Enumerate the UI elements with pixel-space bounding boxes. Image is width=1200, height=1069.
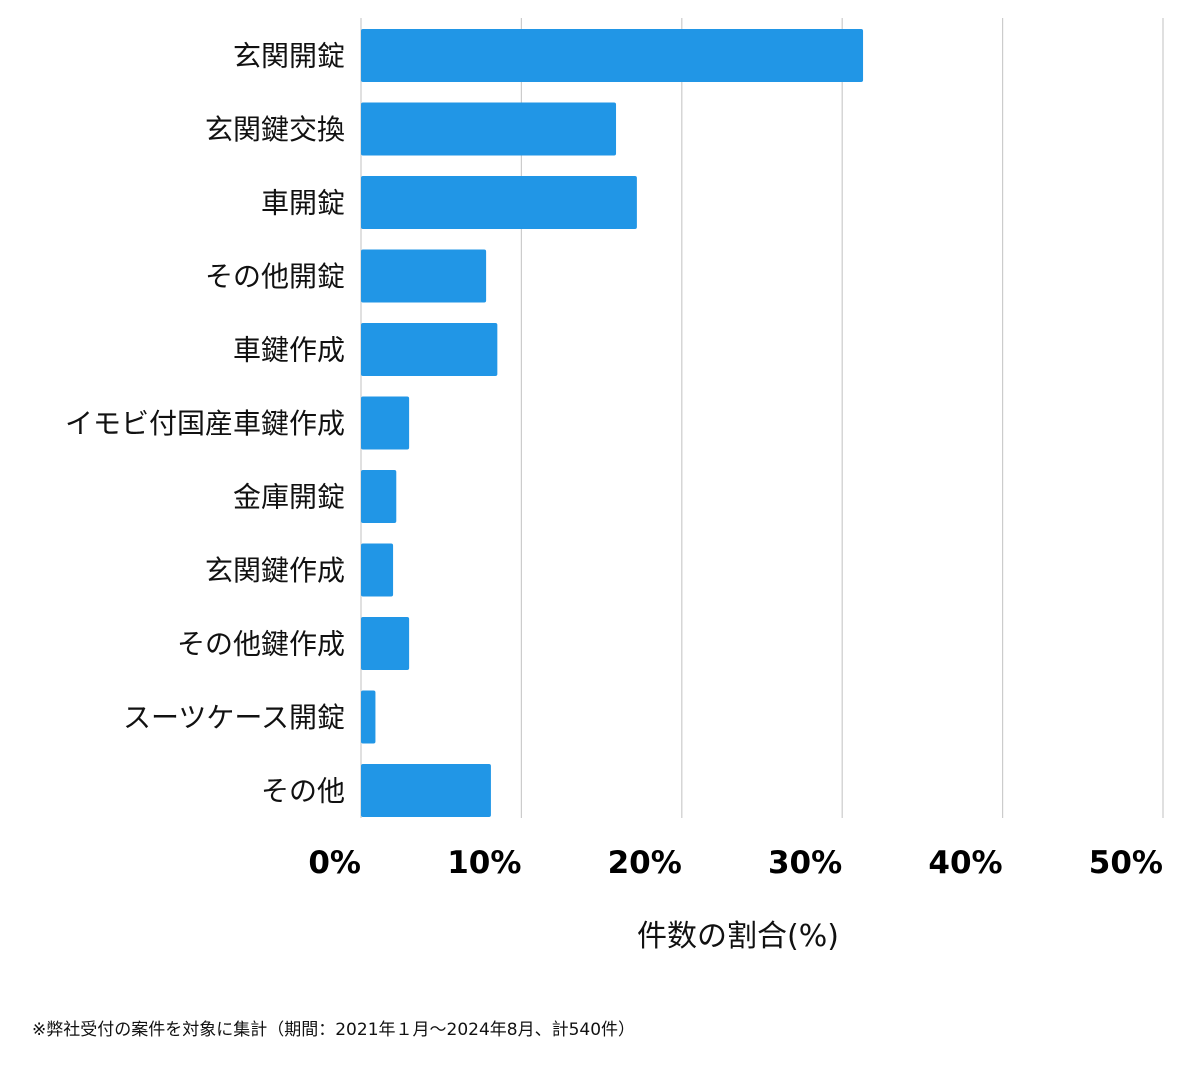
bar bbox=[361, 543, 394, 597]
x-tick-label: 40% bbox=[928, 845, 1002, 881]
x-tick-label: 0% bbox=[308, 845, 361, 881]
x-tick-label: 20% bbox=[608, 845, 682, 881]
x-tick-label: 10% bbox=[447, 845, 521, 881]
bar bbox=[361, 249, 487, 303]
category-label: その他 bbox=[261, 775, 345, 808]
x-tick-labels: 0% 10% 20% 30% 40% 50% bbox=[308, 845, 1163, 881]
category-label: 玄関開錠 bbox=[233, 40, 345, 73]
bars bbox=[361, 29, 864, 817]
bar bbox=[361, 764, 491, 817]
bar bbox=[361, 102, 617, 156]
category-label: 玄関鍵作成 bbox=[205, 554, 345, 587]
bar bbox=[361, 396, 410, 450]
x-tick-label: 30% bbox=[768, 845, 842, 881]
category-label: イモビ付国産車鍵作成 bbox=[65, 407, 345, 440]
category-labels: 玄関開錠玄関鍵交換車開錠その他開錠車鍵作成イモビ付国産車鍵作成金庫開錠玄関鍵作成… bbox=[65, 40, 345, 808]
bar bbox=[361, 690, 376, 744]
category-label: その他開錠 bbox=[205, 260, 345, 293]
category-label: 車開錠 bbox=[261, 187, 345, 220]
bar bbox=[361, 29, 864, 82]
category-label: 車鍵作成 bbox=[233, 334, 345, 367]
bar bbox=[361, 176, 637, 229]
x-axis-title: 件数の割合(%) bbox=[637, 919, 839, 954]
category-label: 金庫開錠 bbox=[233, 481, 345, 514]
category-label: スーツケース開錠 bbox=[123, 701, 345, 734]
category-label: その他鍵作成 bbox=[177, 628, 345, 661]
category-label: 玄関鍵交換 bbox=[205, 113, 345, 146]
bar bbox=[361, 323, 498, 376]
footnote: ※弊社受付の案件を対象に集計（期間：2021年１月〜2024年8月、計540件） bbox=[32, 1020, 636, 1040]
bar bbox=[361, 617, 410, 670]
x-tick-label: 50% bbox=[1089, 845, 1163, 881]
bar bbox=[361, 470, 397, 523]
